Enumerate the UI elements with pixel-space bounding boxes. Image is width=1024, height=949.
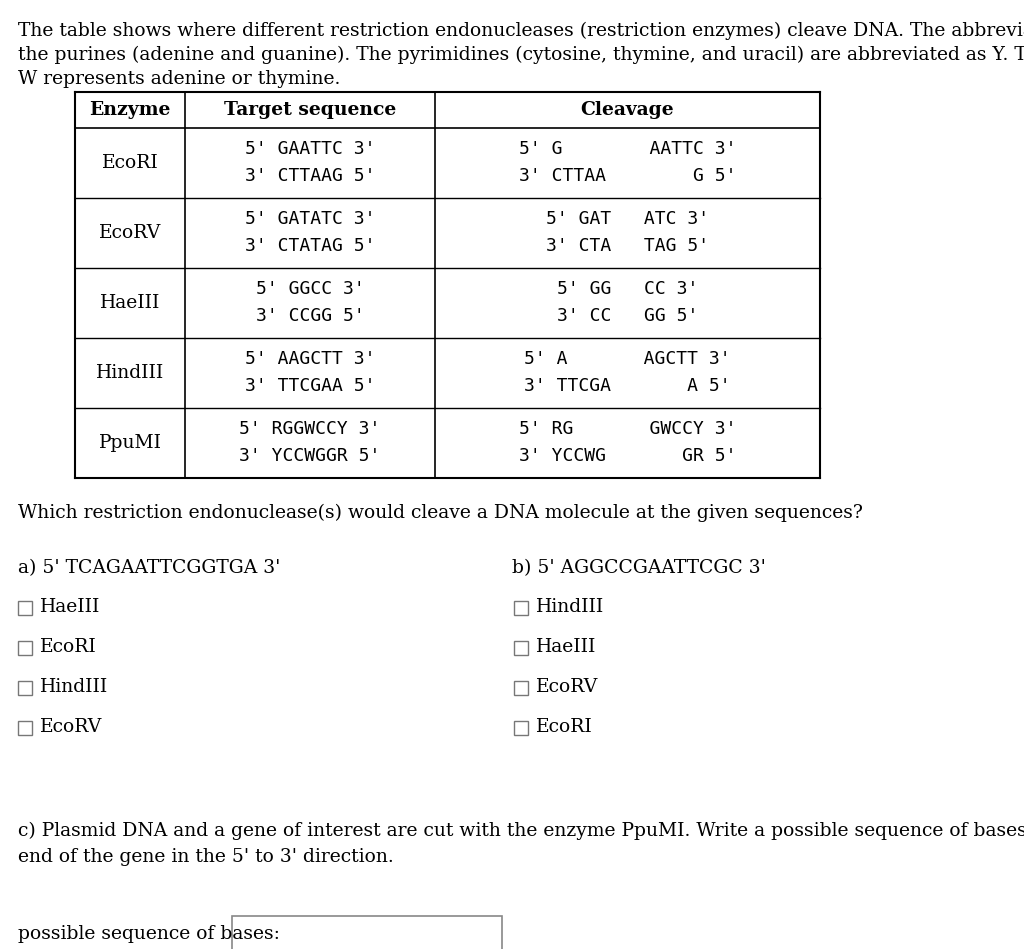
Text: EcoRI: EcoRI [101, 154, 159, 172]
Text: EcoRI: EcoRI [536, 718, 593, 736]
Text: 3' TTCGA       A 5': 3' TTCGA A 5' [524, 377, 731, 395]
Text: b) 5' AGGCCGAATTCGC 3': b) 5' AGGCCGAATTCGC 3' [512, 559, 766, 577]
Text: 3' CC   GG 5': 3' CC GG 5' [557, 307, 698, 325]
Bar [18, 641, 32, 655]
Text: 3' TTCGAA 5': 3' TTCGAA 5' [245, 377, 375, 395]
Text: c) Plasmid DNA and a gene of interest are cut with the enzyme PpuMI. Write a pos: c) Plasmid DNA and a gene of interest ar… [18, 822, 1024, 840]
Text: 5' G        AATTC 3': 5' G AATTC 3' [519, 140, 736, 158]
Text: 3' CTTAA        G 5': 3' CTTAA G 5' [519, 167, 736, 185]
Text: 3' CCGG 5': 3' CCGG 5' [256, 307, 365, 325]
Text: 5' RGGWCCY 3': 5' RGGWCCY 3' [240, 420, 381, 438]
Text: HindIII: HindIII [536, 598, 604, 616]
Text: 5' GAATTC 3': 5' GAATTC 3' [245, 140, 375, 158]
Text: EcoRV: EcoRV [40, 718, 102, 736]
Text: 3' CTA   TAG 5': 3' CTA TAG 5' [546, 236, 709, 254]
Text: HaeIII: HaeIII [536, 638, 596, 656]
Text: Cleavage: Cleavage [581, 101, 675, 119]
Text: 3' YCCWG       GR 5': 3' YCCWG GR 5' [519, 447, 736, 465]
Bar [18, 601, 32, 615]
Text: 5' RG       GWCCY 3': 5' RG GWCCY 3' [519, 420, 736, 438]
Text: 5' GG   CC 3': 5' GG CC 3' [557, 280, 698, 298]
Text: 3' CTATAG 5': 3' CTATAG 5' [245, 236, 375, 254]
Text: EcoRV: EcoRV [536, 678, 598, 696]
Text: a) 5' TCAGAATTCGGTGA 3': a) 5' TCAGAATTCGGTGA 3' [18, 559, 281, 577]
Text: 5' GGCC 3': 5' GGCC 3' [256, 280, 365, 298]
Bar [514, 681, 528, 695]
Text: end of the gene in the 5' to 3' direction.: end of the gene in the 5' to 3' directio… [18, 848, 394, 866]
Text: HaeIII: HaeIII [99, 294, 160, 312]
Bar [514, 601, 528, 615]
Text: Target sequence: Target sequence [224, 101, 396, 119]
Text: HindIII: HindIII [96, 364, 164, 382]
Text: 5' AAGCTT 3': 5' AAGCTT 3' [245, 350, 375, 368]
Text: EcoRI: EcoRI [40, 638, 96, 656]
Bar [232, 916, 502, 949]
Text: 5' GAT   ATC 3': 5' GAT ATC 3' [546, 210, 709, 228]
Text: HindIII: HindIII [40, 678, 109, 696]
Text: EcoRV: EcoRV [99, 224, 161, 242]
Text: the purines (adenine and guanine). The pyrimidines (cytosine, thymine, and uraci: the purines (adenine and guanine). The p… [18, 46, 1024, 65]
Text: 5' GATATC 3': 5' GATATC 3' [245, 210, 375, 228]
Text: The table shows where different restriction endonucleases (restriction enzymes) : The table shows where different restrict… [18, 22, 1024, 40]
Bar [18, 681, 32, 695]
Bar [18, 721, 32, 735]
Text: 5' A       AGCTT 3': 5' A AGCTT 3' [524, 350, 731, 368]
Text: W represents adenine or thymine.: W represents adenine or thymine. [18, 70, 340, 88]
Bar [514, 721, 528, 735]
Text: HaeIII: HaeIII [40, 598, 100, 616]
Text: 3' CTTAAG 5': 3' CTTAAG 5' [245, 167, 375, 185]
Bar [514, 641, 528, 655]
Text: Enzyme: Enzyme [89, 101, 171, 119]
Text: 3' YCCWGGR 5': 3' YCCWGGR 5' [240, 447, 381, 465]
Text: possible sequence of bases:: possible sequence of bases: [18, 925, 280, 943]
Text: Which restriction endonuclease(s) would cleave a DNA molecule at the given seque: Which restriction endonuclease(s) would … [18, 504, 863, 522]
Text: PpuMI: PpuMI [98, 434, 162, 452]
